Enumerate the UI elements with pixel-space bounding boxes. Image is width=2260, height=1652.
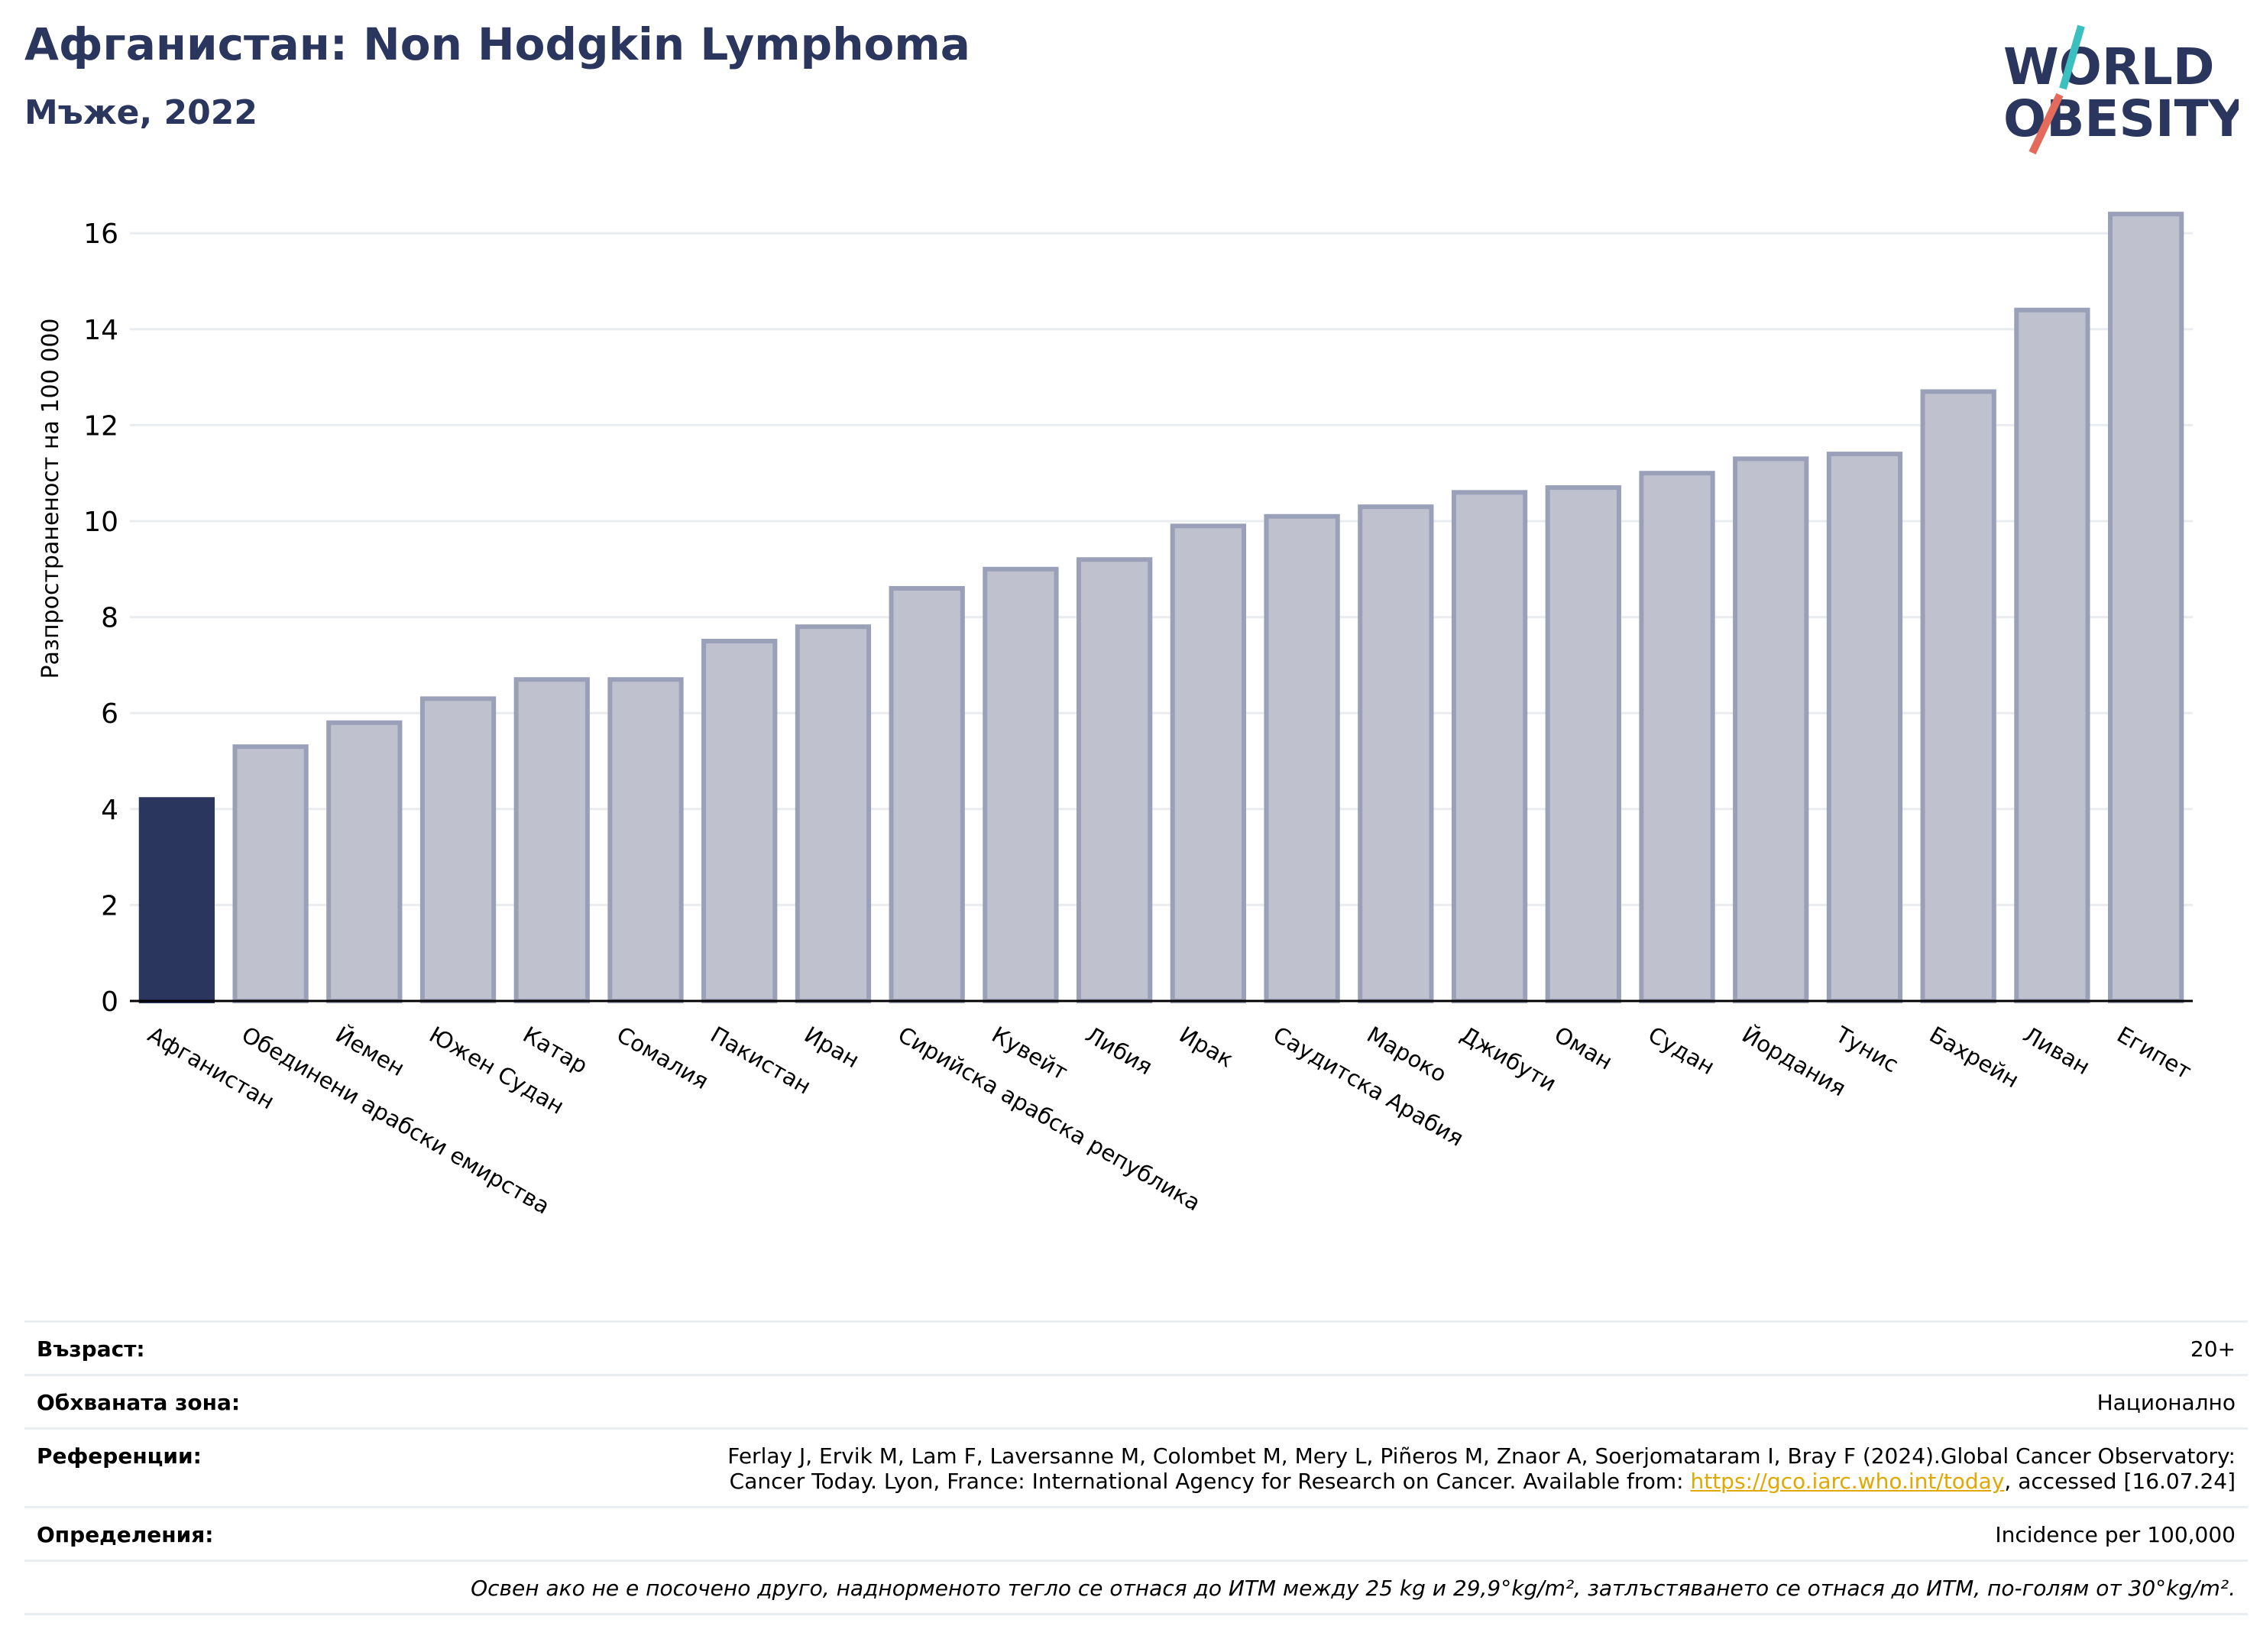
bar bbox=[607, 677, 684, 1004]
y-axis-ticks: 0 2 4 6 8 10 12 14 16 bbox=[83, 219, 118, 1018]
x-tick-label: Катар bbox=[519, 1022, 592, 1079]
logo-line1: WORLD bbox=[2003, 37, 2215, 96]
x-tick-label: Йордания bbox=[1737, 1022, 1850, 1102]
bar bbox=[513, 677, 590, 1004]
bar bbox=[1358, 504, 1434, 1003]
references-line2-post: , accessed [16.07.24] bbox=[2004, 1469, 2236, 1494]
info-row-area: Обхваната зона: Национално bbox=[24, 1374, 2248, 1427]
page-title: Афганистан: Non Hodgkin Lymphoma bbox=[24, 18, 970, 70]
x-tick-label: Пакистан bbox=[706, 1022, 815, 1100]
bar bbox=[889, 585, 965, 1003]
logo-slash-red bbox=[2028, 92, 2064, 155]
bar bbox=[232, 744, 309, 1003]
references-value: Ferlay J, Ervik M, Lam F, Laversanne M, … bbox=[727, 1443, 2236, 1494]
bar bbox=[1451, 490, 1528, 1003]
age-value: 20+ bbox=[2190, 1336, 2236, 1362]
note-text: Освен ако не е посочено друго, наднормен… bbox=[471, 1576, 2236, 1601]
y-tick-label: 10 bbox=[83, 507, 118, 538]
references-link[interactable]: https://gco.iarc.who.int/today bbox=[1690, 1469, 2005, 1494]
x-tick-label: Сомалия bbox=[613, 1022, 714, 1095]
bar bbox=[419, 696, 497, 1003]
x-tick-label: Тунис bbox=[1831, 1021, 1903, 1077]
bar bbox=[1826, 452, 1903, 1003]
x-tick-label: Оман bbox=[1550, 1022, 1617, 1075]
bar bbox=[2108, 212, 2184, 1004]
y-axis-label: Разпространеност на 100 000 bbox=[37, 319, 64, 679]
bar bbox=[1920, 389, 1996, 1003]
info-row-age: Възраст: 20+ bbox=[24, 1320, 2248, 1374]
world-obesity-logo: WORLD OBESITY bbox=[2003, 24, 2239, 155]
bar bbox=[795, 624, 872, 1004]
definitions-label: Определения: bbox=[37, 1522, 214, 1547]
x-tick-label: Судан bbox=[1644, 1022, 1720, 1080]
x-tick-label: Ливан bbox=[2019, 1022, 2094, 1080]
info-row-note: Освен ако не е посочено друго, наднормен… bbox=[24, 1560, 2248, 1615]
x-tick-label: Джибути bbox=[1456, 1022, 1561, 1097]
x-tick-label: Иран bbox=[800, 1022, 864, 1074]
x-tick-label: Йемен bbox=[331, 1022, 409, 1082]
x-tick-label: Египет bbox=[2113, 1022, 2196, 1085]
y-tick-label: 2 bbox=[101, 890, 118, 922]
y-tick-label: 12 bbox=[83, 410, 118, 442]
y-tick-label: 8 bbox=[101, 603, 118, 634]
logo-slash-teal bbox=[2059, 24, 2085, 90]
bar bbox=[2014, 307, 2090, 1003]
references-label: Референции: bbox=[37, 1443, 202, 1469]
y-tick-label: 14 bbox=[83, 315, 118, 346]
bars bbox=[138, 212, 2184, 1004]
y-tick-label: 0 bbox=[101, 986, 118, 1018]
y-tick-label: 6 bbox=[101, 698, 118, 730]
x-tick-label: Бахрейн bbox=[1925, 1022, 2024, 1093]
bar bbox=[1170, 523, 1247, 1003]
bar bbox=[983, 566, 1059, 1003]
y-tick-label: 4 bbox=[101, 795, 118, 826]
definitions-value: Incidence per 100,000 bbox=[1995, 1522, 2236, 1547]
info-row-references: Референции: Ferlay J, Ervik M, Lam F, La… bbox=[24, 1427, 2248, 1506]
info-table: Възраст: 20+ Обхваната зона: Национално … bbox=[24, 1320, 2248, 1615]
bar bbox=[326, 720, 403, 1003]
age-label: Възраст: bbox=[37, 1336, 145, 1362]
bar bbox=[1733, 456, 1809, 1003]
bar bbox=[138, 797, 215, 1003]
x-tick-label: Ирак bbox=[1175, 1022, 1238, 1073]
area-value: Национално bbox=[2096, 1390, 2236, 1415]
info-row-definitions: Определения: Incidence per 100,000 bbox=[24, 1506, 2248, 1560]
y-tick-label: 16 bbox=[83, 219, 118, 250]
references-line1: Ferlay J, Ervik M, Lam F, Laversanne M, … bbox=[727, 1443, 2236, 1469]
bar bbox=[1077, 557, 1153, 1003]
x-tick-label: Либия bbox=[1081, 1022, 1157, 1080]
area-label: Обхваната зона: bbox=[37, 1390, 241, 1415]
bar bbox=[1639, 471, 1715, 1003]
bar bbox=[1545, 485, 1621, 1003]
bar bbox=[701, 639, 778, 1004]
page-subtitle: Мъже, 2022 bbox=[24, 93, 257, 132]
bar bbox=[1264, 513, 1340, 1003]
references-line2-pre: Cancer Today. Lyon, France: Internationa… bbox=[729, 1469, 1691, 1494]
